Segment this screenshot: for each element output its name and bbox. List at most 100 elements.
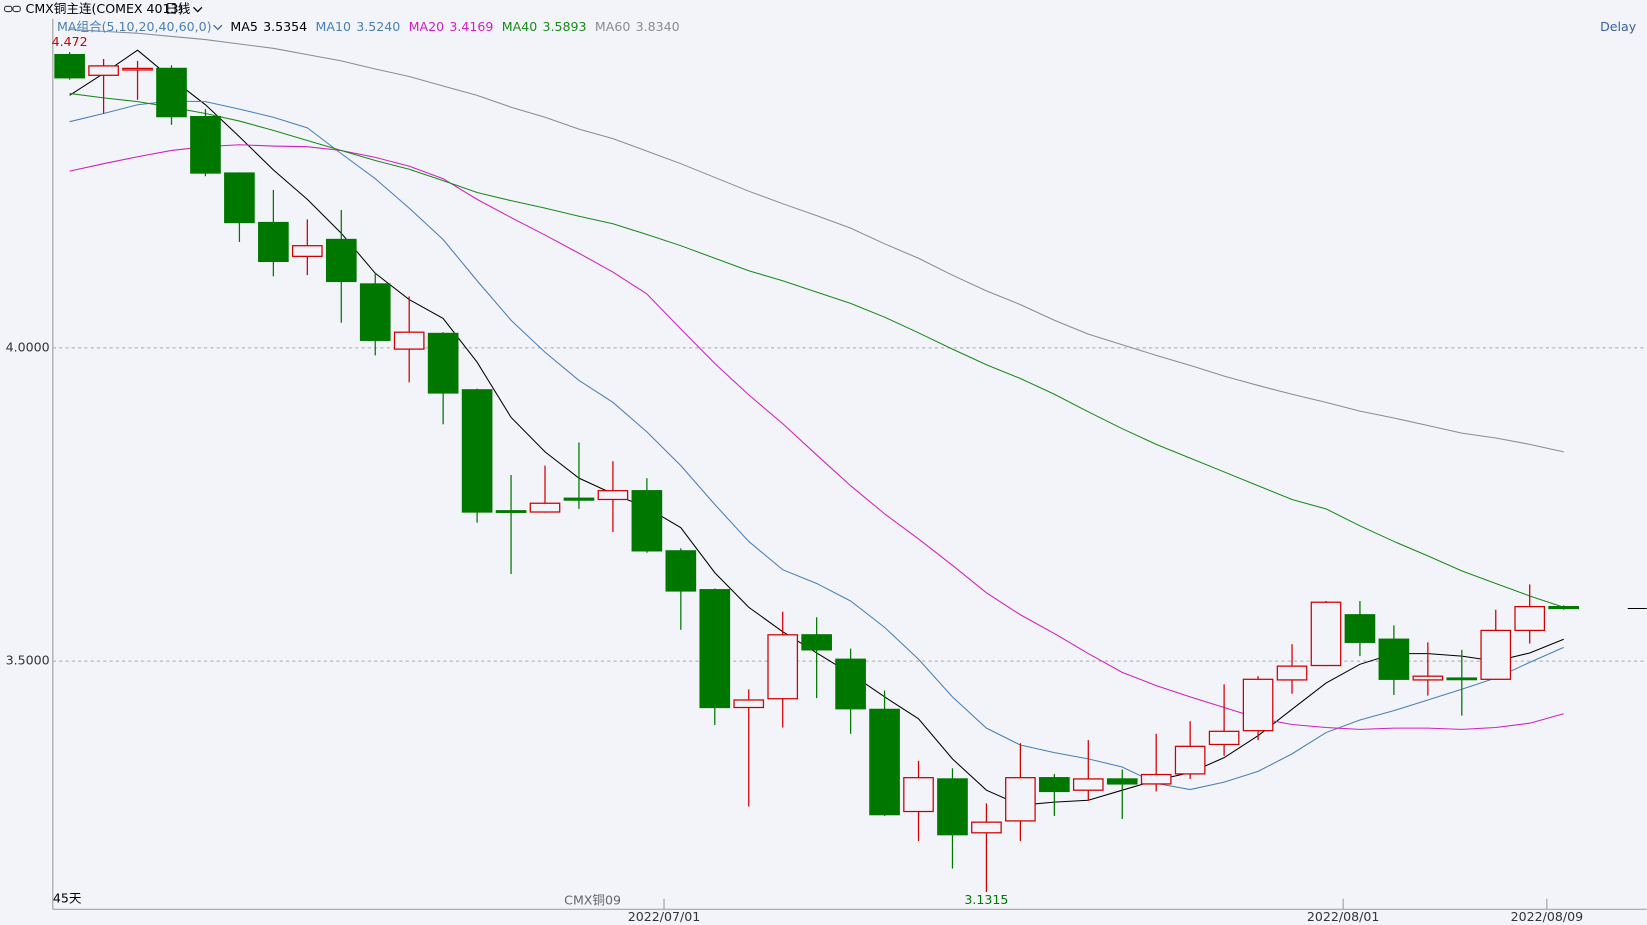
candle-body xyxy=(767,634,799,700)
candle xyxy=(1242,676,1274,741)
candle-body xyxy=(495,510,527,513)
candle xyxy=(1548,605,1579,610)
x-tick-label: 2022/07/01 xyxy=(628,909,700,924)
legend-name: MA10 xyxy=(316,19,351,34)
candle-body xyxy=(869,708,900,816)
candle-body xyxy=(1276,665,1308,681)
candle-body xyxy=(258,221,289,263)
candle-body xyxy=(597,490,629,501)
candle-body xyxy=(1310,601,1342,667)
candle xyxy=(495,475,527,575)
legend-value: 3.5354 xyxy=(263,19,307,34)
candle-body xyxy=(88,65,119,76)
candle-body xyxy=(1005,777,1036,822)
period-count: 45天 xyxy=(53,890,82,905)
candle xyxy=(190,109,221,177)
candle xyxy=(835,648,866,734)
legend-name: MA20 xyxy=(409,19,444,34)
candle-body xyxy=(903,777,934,813)
max-label: 4.472 xyxy=(52,34,88,49)
candle-body xyxy=(427,332,459,394)
candle xyxy=(699,588,731,726)
legend-value: 3.4169 xyxy=(449,19,493,34)
candle xyxy=(156,65,187,125)
candle xyxy=(733,689,765,807)
candle-body xyxy=(122,67,153,71)
y-tick-label: 3.5000 xyxy=(6,653,50,668)
candle-body xyxy=(1514,605,1546,632)
candle xyxy=(461,388,493,523)
candle xyxy=(325,210,357,323)
candle-body xyxy=(1140,773,1172,785)
candle-body xyxy=(190,116,221,174)
candle-body xyxy=(393,331,425,350)
chart-title: CMX铜主连(COMEX 4013) xyxy=(26,1,184,16)
ma-group-label: MA组合(5,10,20,40,60,0) xyxy=(57,19,211,34)
candle-body xyxy=(835,658,866,710)
candle-body xyxy=(1412,675,1444,681)
legend-value: 3.5240 xyxy=(356,19,400,34)
candle xyxy=(869,690,900,816)
contract-label: CMX铜09 xyxy=(564,892,621,907)
dropdown-caret xyxy=(213,24,223,31)
candle-body xyxy=(1174,745,1206,775)
candle-body xyxy=(1242,678,1274,732)
candle-body xyxy=(1344,614,1376,643)
legend-name: MA5 xyxy=(230,19,257,34)
period-selector[interactable]: 日线 xyxy=(165,1,191,16)
candle-body xyxy=(1039,777,1070,793)
candle xyxy=(1480,609,1512,680)
candle-body xyxy=(529,502,561,513)
ma-line xyxy=(69,100,1564,791)
candle xyxy=(597,461,629,533)
candle xyxy=(631,478,663,553)
candle xyxy=(1140,733,1172,792)
candle xyxy=(1446,649,1478,716)
candle-body xyxy=(1480,629,1512,680)
x-tick-label: 2022/08/09 xyxy=(1511,909,1584,924)
candle-body xyxy=(1378,638,1410,680)
candle-body xyxy=(1208,730,1240,746)
x-tick-label: 2022/08/01 xyxy=(1307,909,1380,924)
candle xyxy=(903,760,934,841)
candle-body xyxy=(291,245,323,257)
candle-body xyxy=(733,699,765,709)
candle-body xyxy=(359,283,391,341)
candle xyxy=(122,60,153,100)
candle-body xyxy=(971,821,1002,834)
candle xyxy=(54,52,85,80)
candle xyxy=(1208,684,1240,756)
candle-body xyxy=(699,589,731,709)
candle xyxy=(971,803,1002,893)
min-label: 3.1315 xyxy=(964,892,1008,907)
candle xyxy=(224,172,255,242)
dropdown-caret[interactable] xyxy=(193,6,203,13)
candle xyxy=(1514,584,1546,644)
candle xyxy=(1174,721,1206,779)
ma-line xyxy=(69,28,1564,453)
candle-body xyxy=(563,497,595,501)
candle-body xyxy=(1106,778,1138,785)
candle xyxy=(767,611,799,728)
candle-body xyxy=(156,67,187,118)
candle-body xyxy=(1446,677,1478,681)
candle xyxy=(665,548,697,630)
ma-line xyxy=(69,144,1564,730)
candle xyxy=(291,219,323,276)
legend-value: 3.5893 xyxy=(543,19,587,34)
candle xyxy=(529,465,561,513)
candle-body xyxy=(631,490,663,552)
candle xyxy=(937,768,968,869)
candle xyxy=(1412,642,1444,696)
candle-body xyxy=(665,550,697,592)
candle xyxy=(1378,625,1410,695)
legend-name: MA40 xyxy=(502,19,537,34)
candle xyxy=(1276,644,1308,694)
candle xyxy=(359,273,391,356)
candle xyxy=(1072,740,1104,801)
candle-body xyxy=(461,389,493,513)
legend-name: MA60 xyxy=(595,19,630,34)
link-icon xyxy=(4,5,21,13)
